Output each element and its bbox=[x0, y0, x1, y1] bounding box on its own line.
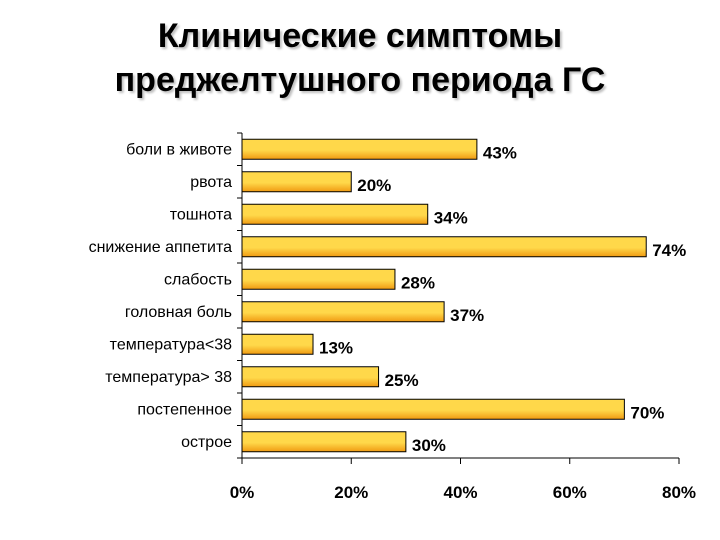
x-tick-label: 0% bbox=[230, 483, 255, 502]
value-label: 74% bbox=[652, 241, 686, 260]
bars-layer bbox=[241, 138, 647, 453]
axes bbox=[237, 132, 680, 464]
category-label: температура> 38 bbox=[105, 369, 232, 386]
title-line-2: преджелтушного периода ГС bbox=[114, 61, 606, 99]
bar-2 bbox=[241, 171, 352, 193]
value-label: 30% bbox=[412, 436, 446, 455]
value-label: 20% bbox=[357, 176, 391, 195]
value-label: 34% bbox=[434, 209, 468, 228]
x-tick-label: 40% bbox=[443, 483, 477, 502]
bar-1 bbox=[241, 138, 478, 160]
bar-10 bbox=[241, 431, 407, 453]
category-label: головная боль bbox=[125, 304, 232, 321]
bar-7 bbox=[241, 333, 314, 355]
labels-layer: боли в животе 43% рвота 20% тошнота 34% снижен… bbox=[89, 141, 696, 502]
bar-8 bbox=[241, 366, 380, 388]
chart-title: Клинические симптомы преджелтушного пери… bbox=[0, 14, 720, 102]
category-label: рвота bbox=[190, 174, 232, 191]
value-label: 25% bbox=[385, 371, 419, 390]
bar-9 bbox=[241, 398, 625, 420]
category-label: боли в животе bbox=[126, 141, 232, 158]
category-label: слабость bbox=[164, 271, 232, 288]
value-label: 28% bbox=[401, 274, 435, 293]
bar-5 bbox=[241, 268, 396, 290]
title-line-1: Клинические симптомы bbox=[157, 17, 563, 55]
bar-6 bbox=[241, 301, 445, 323]
value-label: 70% bbox=[630, 404, 664, 423]
category-label: температура<38 bbox=[110, 336, 232, 353]
value-label: 43% bbox=[483, 144, 517, 163]
x-tick-label: 80% bbox=[662, 483, 696, 502]
x-tick-label: 20% bbox=[334, 483, 368, 502]
value-label: 37% bbox=[450, 306, 484, 325]
category-label: тошнота bbox=[170, 206, 232, 223]
bar-4 bbox=[241, 236, 647, 258]
x-tick-label: 60% bbox=[553, 483, 587, 502]
category-label: острое bbox=[181, 434, 232, 451]
category-label: постепенное bbox=[137, 401, 232, 418]
category-label: снижение аппетита bbox=[89, 239, 233, 256]
value-label: 13% bbox=[319, 339, 353, 358]
bar-3 bbox=[241, 203, 429, 225]
